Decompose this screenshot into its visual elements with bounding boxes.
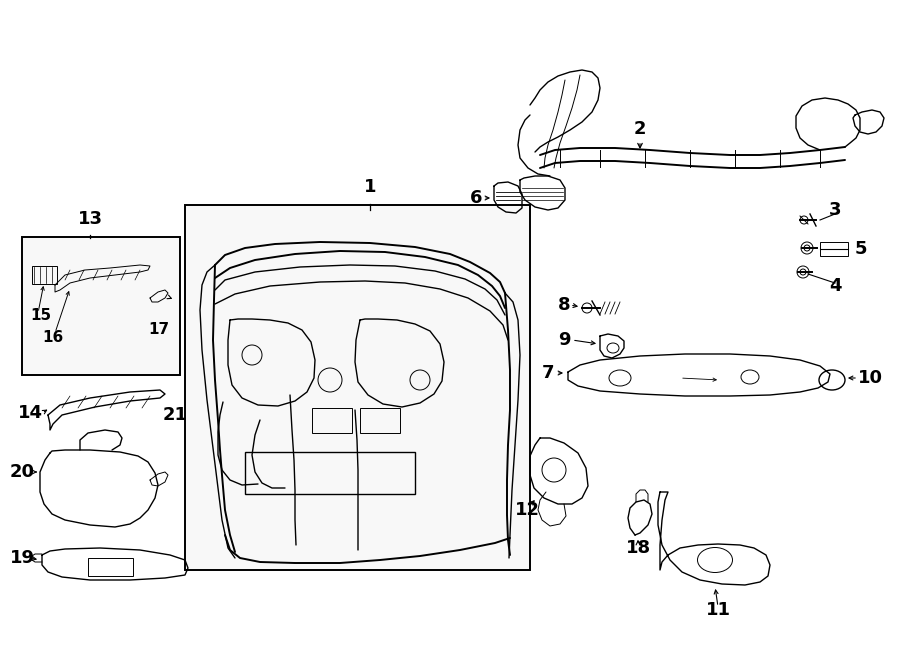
Text: 1: 1 bbox=[364, 178, 376, 196]
Text: 7: 7 bbox=[542, 364, 554, 382]
Text: 6: 6 bbox=[470, 189, 482, 207]
Bar bbox=[312, 408, 352, 433]
Text: 20: 20 bbox=[10, 463, 34, 481]
Bar bbox=[88, 558, 133, 576]
Bar bbox=[820, 242, 848, 256]
Text: 18: 18 bbox=[626, 539, 651, 557]
Text: 12: 12 bbox=[515, 501, 539, 519]
Text: 11: 11 bbox=[706, 601, 731, 619]
Text: 8: 8 bbox=[558, 296, 571, 314]
Bar bbox=[360, 408, 400, 433]
Bar bbox=[22, 237, 180, 375]
Text: 17: 17 bbox=[148, 323, 169, 338]
Text: 15: 15 bbox=[30, 309, 51, 323]
Text: 19: 19 bbox=[10, 549, 34, 567]
Bar bbox=[185, 205, 530, 570]
Text: 21: 21 bbox=[163, 406, 187, 424]
Text: 14: 14 bbox=[17, 404, 42, 422]
Bar bbox=[245, 452, 415, 494]
Text: 16: 16 bbox=[42, 329, 63, 344]
Bar bbox=[32, 266, 57, 284]
Text: 9: 9 bbox=[558, 331, 571, 349]
Text: 3: 3 bbox=[829, 201, 842, 219]
Text: 10: 10 bbox=[858, 369, 883, 387]
Text: 2: 2 bbox=[634, 120, 646, 138]
Text: 5: 5 bbox=[855, 240, 868, 258]
Text: 4: 4 bbox=[829, 277, 842, 295]
Text: 13: 13 bbox=[77, 210, 103, 228]
